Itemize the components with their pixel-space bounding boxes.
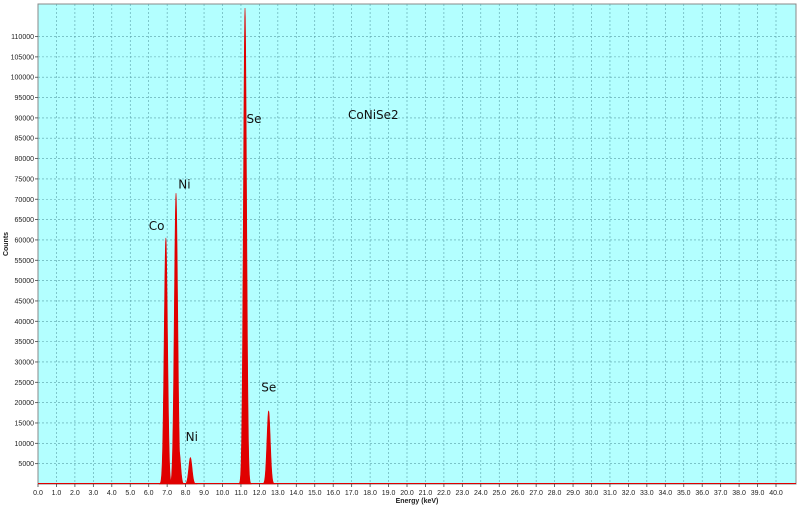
y-tick-label: 90000 <box>15 115 35 122</box>
peak-label-se: Se <box>246 112 261 126</box>
x-tick-label: 2.0 <box>70 490 80 497</box>
x-tick-label: 0.0 <box>33 490 43 497</box>
x-tick-label: 30.0 <box>585 490 599 497</box>
y-tick-label: 55000 <box>15 258 35 265</box>
y-tick-label: 5000 <box>18 461 34 468</box>
x-tick-label: 19.0 <box>382 490 396 497</box>
y-tick-label: 15000 <box>15 420 35 427</box>
y-tick-label: 110000 <box>11 34 34 41</box>
x-tick-label: 27.0 <box>529 490 543 497</box>
x-tick-label: 3.0 <box>88 490 98 497</box>
plot-background <box>37 3 797 485</box>
x-tick-label: 39.0 <box>751 490 765 497</box>
x-tick-label: 16.0 <box>326 490 340 497</box>
peak-label-co: Co <box>149 219 165 233</box>
x-tick-label: 6.0 <box>144 490 154 497</box>
x-tick-label: 23.0 <box>456 490 470 497</box>
y-axis-ticks: 5000 10000 15000 20000 25000 30000 35000 40000 4… <box>11 34 38 468</box>
x-tick-label: 9.0 <box>199 490 209 497</box>
peak-label-ni: Ni <box>186 430 198 444</box>
y-tick-label: 10000 <box>15 441 35 448</box>
y-tick-label: 75000 <box>15 176 35 183</box>
x-tick-label: 38.0 <box>732 490 746 497</box>
peak-label-se: Se <box>261 381 276 395</box>
sample-label: CoNiSe2 <box>348 108 399 122</box>
x-axis-ticks: 0.0 1.0 2.0 3.0 4.0 5.0 6.0 7.0 8.0 9.0 10.0 11.0 12… <box>33 484 783 497</box>
x-tick-label: 10.0 <box>216 490 230 497</box>
x-tick-label: 15.0 <box>308 490 322 497</box>
x-tick-label: 13.0 <box>271 490 285 497</box>
spectrum-peak-se <box>238 8 252 485</box>
x-tick-label: 11.0 <box>234 490 247 497</box>
x-tick-label: 12.0 <box>253 490 267 497</box>
y-tick-label: 25000 <box>15 380 35 387</box>
x-tick-label: 36.0 <box>695 490 709 497</box>
y-tick-label: 80000 <box>15 156 35 163</box>
y-tick-label: 70000 <box>15 197 35 204</box>
x-tick-label: 14.0 <box>289 490 303 497</box>
x-tick-label: 28.0 <box>548 490 562 497</box>
x-tick-label: 18.0 <box>363 490 377 497</box>
x-tick-label: 8.0 <box>181 490 191 497</box>
x-tick-label: 40.0 <box>769 490 783 497</box>
y-tick-label: 65000 <box>15 217 35 224</box>
y-tick-label: 100000 <box>11 75 34 82</box>
x-tick-label: 22.0 <box>437 490 451 497</box>
y-tick-label: 35000 <box>15 339 35 346</box>
grid-lines <box>38 4 796 484</box>
x-tick-label: 4.0 <box>107 490 117 497</box>
x-tick-label: 7.0 <box>162 490 172 497</box>
x-tick-label: 1.0 <box>52 490 62 497</box>
y-tick-label: 40000 <box>15 319 35 326</box>
y-axis-title: Counts <box>3 232 10 256</box>
y-tick-label: 45000 <box>15 298 35 305</box>
x-axis-title: Energy (keV) <box>396 498 439 505</box>
x-tick-label: 21.0 <box>419 490 433 497</box>
y-tick-label: 85000 <box>15 136 35 143</box>
peak-label-ni: Ni <box>178 178 190 192</box>
x-tick-label: 31.0 <box>603 490 617 497</box>
x-tick-label: 24.0 <box>474 490 488 497</box>
x-tick-label: 34.0 <box>658 490 672 497</box>
x-tick-label: 33.0 <box>640 490 654 497</box>
y-tick-label: 105000 <box>11 54 34 61</box>
x-tick-label: 32.0 <box>622 490 636 497</box>
peak-annotations: Co Ni Ni Se Se <box>149 112 277 444</box>
y-tick-label: 60000 <box>15 237 35 244</box>
y-tick-label: 30000 <box>15 359 35 366</box>
x-tick-label: 29.0 <box>566 490 580 497</box>
y-tick-label: 50000 <box>15 278 35 285</box>
x-tick-label: 5.0 <box>125 490 135 497</box>
x-tick-label: 35.0 <box>677 490 691 497</box>
spectrum-layer <box>38 8 796 485</box>
x-tick-label: 17.0 <box>345 490 359 497</box>
x-tick-label: 37.0 <box>714 490 728 497</box>
x-tick-label: 20.0 <box>400 490 414 497</box>
x-tick-label: 26.0 <box>511 490 525 497</box>
y-tick-label: 95000 <box>15 95 35 102</box>
x-tick-label: 25.0 <box>492 490 506 497</box>
y-tick-label: 20000 <box>15 400 35 407</box>
